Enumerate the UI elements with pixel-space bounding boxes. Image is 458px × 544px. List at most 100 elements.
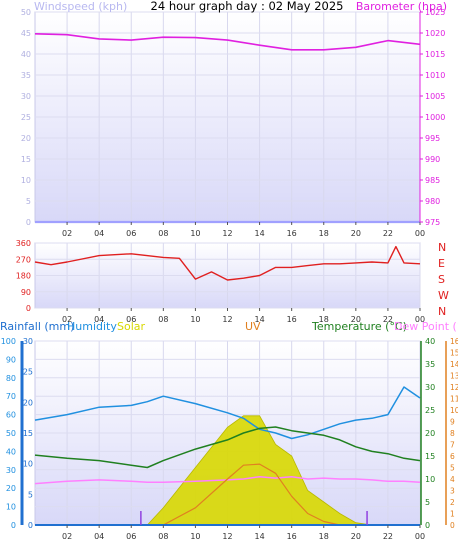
temperature-tick-label: 40 bbox=[425, 337, 435, 346]
uv-tick-label: 14 bbox=[450, 360, 458, 369]
barometer-tick-label: 1005 bbox=[425, 92, 445, 101]
wind-time-label: 12 bbox=[222, 315, 232, 324]
humidity-tick-label: 0 bbox=[11, 521, 16, 530]
wind-time-label: 20 bbox=[351, 315, 361, 324]
uv-tick-label: 0 bbox=[450, 521, 455, 530]
rainfall-tick-label: 10 bbox=[23, 460, 33, 469]
uv-tick-label: 10 bbox=[450, 406, 458, 415]
legend-solar: Solar bbox=[117, 320, 146, 333]
compass-label: N bbox=[438, 241, 446, 254]
windspeed-tick-label: 40 bbox=[21, 50, 31, 59]
rainfall-tick-label: 15 bbox=[23, 429, 33, 438]
wind-time-label: 00 bbox=[415, 315, 425, 324]
wind-time-label: 22 bbox=[383, 315, 393, 324]
chart-title: 24 hour graph day : 02 May 2025 bbox=[151, 0, 344, 13]
humidity-tick-label: 10 bbox=[6, 503, 16, 512]
temperature-tick-label: 15 bbox=[425, 452, 435, 461]
rainfall-tick-label: 20 bbox=[23, 398, 33, 407]
legend-rainfall: Rainfall (mm) bbox=[0, 320, 74, 333]
barometer-time-label: 12 bbox=[222, 229, 232, 238]
compass-label: E bbox=[438, 257, 445, 270]
windspeed-tick-label: 20 bbox=[21, 134, 31, 143]
barometer-tick-label: 1010 bbox=[425, 71, 445, 80]
wind-direction-line bbox=[34, 245, 421, 281]
barometer-axis-label: Barometer (hpa) bbox=[356, 0, 447, 13]
weather-time-label: 18 bbox=[319, 532, 329, 541]
barometer-line bbox=[34, 33, 421, 51]
windspeed-tick-label: 25 bbox=[21, 113, 31, 122]
barometer-time-label: 06 bbox=[126, 229, 136, 238]
temperature-tick-label: 35 bbox=[425, 360, 435, 369]
uv-tick-label: 2 bbox=[450, 498, 455, 507]
barometer-time-label: 08 bbox=[158, 229, 168, 238]
humidity-tick-label: 60 bbox=[6, 411, 16, 420]
windspeed-tick-label: 45 bbox=[21, 29, 31, 38]
rainfall-tick-label: 5 bbox=[28, 490, 33, 499]
humidity-tick-label: 40 bbox=[6, 447, 16, 456]
weather-time-label: 06 bbox=[126, 532, 136, 541]
barometer-tick-label: 990 bbox=[425, 155, 440, 164]
weather-time-label: 04 bbox=[94, 532, 104, 541]
temperature-tick-label: 5 bbox=[425, 498, 430, 507]
temperature-line bbox=[34, 426, 421, 469]
wind-direction-tick-label: 0 bbox=[26, 304, 31, 313]
windspeed-tick-label: 50 bbox=[21, 8, 31, 17]
wind-time-label: 08 bbox=[158, 315, 168, 324]
rainfall-tick-label: 25 bbox=[23, 368, 33, 377]
weather-time-label: 00 bbox=[415, 532, 425, 541]
windspeed-axis-label: Windspeed (kph) bbox=[34, 0, 127, 13]
barometer-time-label: 14 bbox=[254, 229, 264, 238]
barometer-time-label: 16 bbox=[287, 229, 297, 238]
wind-direction-tick-label: 90 bbox=[21, 288, 31, 297]
humidity-tick-label: 100 bbox=[1, 337, 16, 346]
barometer-time-label: 22 bbox=[383, 229, 393, 238]
humidity-line bbox=[34, 386, 421, 440]
weather-time-label: 10 bbox=[190, 532, 200, 541]
barometer-time-label: 10 bbox=[190, 229, 200, 238]
barometer-tick-label: 980 bbox=[425, 197, 440, 206]
barometer-time-label: 00 bbox=[415, 229, 425, 238]
windspeed-tick-label: 0 bbox=[26, 218, 31, 227]
temperature-tick-label: 25 bbox=[425, 406, 435, 415]
compass-label: W bbox=[438, 289, 449, 302]
legend-dew-point: Dew Point (°C) bbox=[394, 320, 458, 333]
uv-tick-label: 6 bbox=[450, 452, 455, 461]
uv-tick-label: 3 bbox=[450, 487, 455, 496]
legend-humidity: Humidity bbox=[67, 320, 117, 333]
wind-time-label: 06 bbox=[126, 315, 136, 324]
legend-temperature: Temperature (°C) bbox=[311, 320, 407, 333]
wind-time-label: 10 bbox=[190, 315, 200, 324]
windspeed-tick-label: 35 bbox=[21, 71, 31, 80]
compass-label: N bbox=[438, 305, 446, 318]
weather-time-label: 08 bbox=[158, 532, 168, 541]
weather-time-label: 22 bbox=[383, 532, 393, 541]
windspeed-tick-label: 15 bbox=[21, 155, 31, 164]
humidity-tick-label: 50 bbox=[6, 429, 16, 438]
compass-label: S bbox=[438, 273, 445, 286]
uv-tick-label: 5 bbox=[450, 464, 455, 473]
wind-time-label: 02 bbox=[62, 315, 72, 324]
wind-direction-tick-label: 180 bbox=[16, 272, 31, 281]
barometer-tick-label: 1020 bbox=[425, 29, 445, 38]
weather-time-label: 12 bbox=[222, 532, 232, 541]
uv-tick-label: 16 bbox=[450, 337, 458, 346]
barometer-time-label: 20 bbox=[351, 229, 361, 238]
uv-tick-label: 8 bbox=[450, 429, 455, 438]
barometer-time-label: 18 bbox=[319, 229, 329, 238]
barometer-time-label: 04 bbox=[94, 229, 104, 238]
wind-time-label: 16 bbox=[287, 315, 297, 324]
barometer-tick-label: 1000 bbox=[425, 113, 445, 122]
weather-time-label: 02 bbox=[62, 532, 72, 541]
barometer-tick-label: 975 bbox=[425, 218, 440, 227]
uv-tick-label: 11 bbox=[450, 395, 458, 404]
uv-tick-label: 9 bbox=[450, 418, 455, 427]
wind-time-label: 18 bbox=[319, 315, 329, 324]
legend-uv: UV bbox=[245, 320, 261, 333]
uv-tick-label: 12 bbox=[450, 383, 458, 392]
dew-point-line bbox=[34, 475, 421, 485]
wind-direction-tick-label: 360 bbox=[16, 239, 31, 248]
temperature-tick-label: 20 bbox=[425, 429, 435, 438]
windspeed-tick-label: 30 bbox=[21, 92, 31, 101]
humidity-tick-label: 30 bbox=[6, 466, 16, 475]
temperature-tick-label: 10 bbox=[425, 475, 435, 484]
